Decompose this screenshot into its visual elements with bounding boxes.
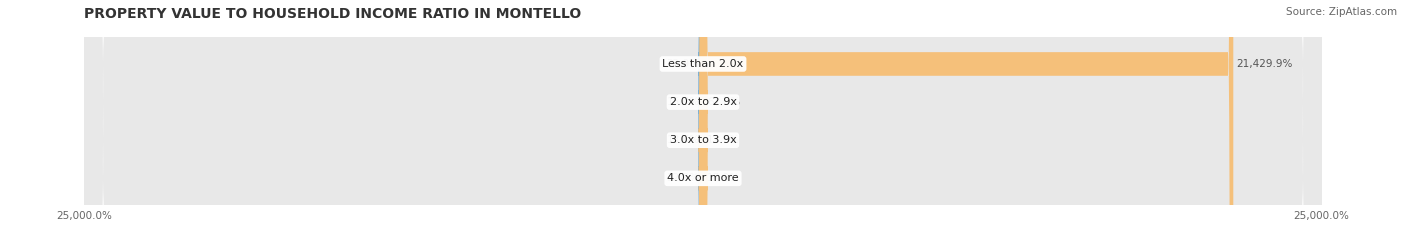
- FancyBboxPatch shape: [699, 0, 709, 233]
- Text: 4.0x or more: 4.0x or more: [668, 173, 738, 183]
- FancyBboxPatch shape: [697, 0, 707, 233]
- FancyBboxPatch shape: [697, 0, 707, 233]
- Text: Source: ZipAtlas.com: Source: ZipAtlas.com: [1286, 7, 1398, 17]
- FancyBboxPatch shape: [84, 0, 1322, 233]
- Text: Less than 2.0x: Less than 2.0x: [662, 59, 744, 69]
- Text: 17.9%: 17.9%: [707, 173, 740, 183]
- FancyBboxPatch shape: [697, 0, 707, 233]
- FancyBboxPatch shape: [84, 0, 1322, 233]
- Text: 21,429.9%: 21,429.9%: [1236, 59, 1292, 69]
- Text: 3.0x to 3.9x: 3.0x to 3.9x: [669, 135, 737, 145]
- FancyBboxPatch shape: [84, 0, 1322, 233]
- Text: 18.6%: 18.6%: [666, 135, 699, 145]
- FancyBboxPatch shape: [700, 0, 709, 233]
- FancyBboxPatch shape: [697, 0, 707, 233]
- Text: 15.7%: 15.7%: [666, 97, 700, 107]
- FancyBboxPatch shape: [699, 0, 709, 233]
- FancyBboxPatch shape: [703, 0, 1233, 233]
- Text: 2.0x to 2.9x: 2.0x to 2.9x: [669, 97, 737, 107]
- Text: 61.2%: 61.2%: [707, 97, 741, 107]
- Text: PROPERTY VALUE TO HOUSEHOLD INCOME RATIO IN MONTELLO: PROPERTY VALUE TO HOUSEHOLD INCOME RATIO…: [84, 7, 582, 21]
- FancyBboxPatch shape: [84, 0, 1322, 233]
- Text: 32.9%: 32.9%: [666, 173, 699, 183]
- Text: 32.9%: 32.9%: [666, 59, 699, 69]
- Text: 12.7%: 12.7%: [706, 135, 740, 145]
